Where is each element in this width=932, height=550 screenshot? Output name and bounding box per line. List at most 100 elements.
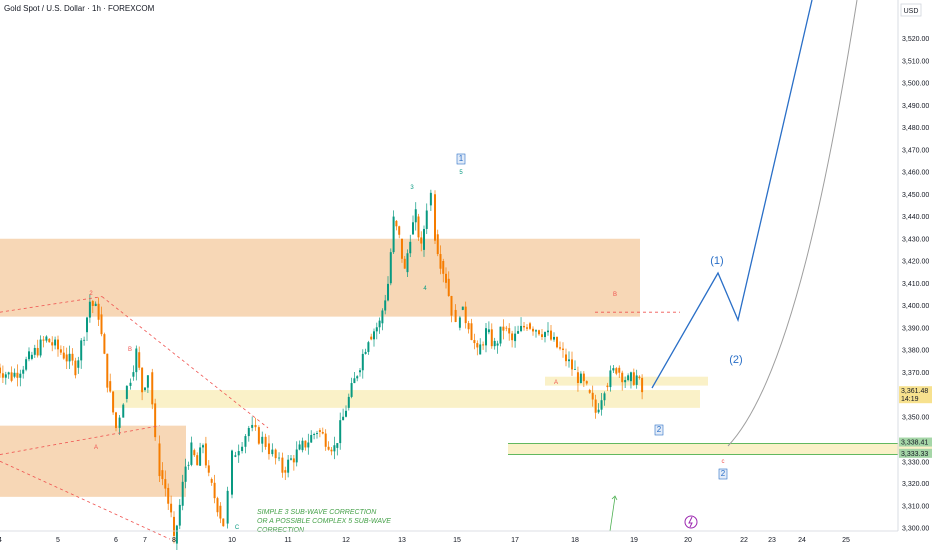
candle-body-216 [641, 377, 644, 393]
candle-body-32 [88, 301, 91, 318]
candle-body-106 [318, 430, 321, 432]
wave-label-4: (1) [710, 255, 723, 267]
candle-body-74 [216, 498, 219, 513]
candle-body-182 [541, 334, 543, 338]
candle-body-200 [594, 399, 597, 413]
candle-body-6 [13, 372, 16, 377]
candle-body-82 [244, 436, 247, 447]
candle-body-123 [367, 342, 370, 352]
wave-label-1: 3 [410, 185, 414, 191]
candle-body-26 [71, 353, 74, 361]
candle-body-8 [19, 373, 22, 378]
time-tick-20: 20 [684, 537, 692, 544]
candle-body-78 [231, 450, 233, 495]
wave-label-2: 4 [423, 286, 427, 292]
price-tick-3460: 3,460.00 [902, 170, 929, 177]
candle-body-100 [301, 440, 304, 451]
time-tick-5: 5 [56, 537, 60, 544]
candle-body-72 [210, 479, 213, 483]
zone-support-3 [545, 376, 708, 386]
candle-body-145 [429, 192, 432, 206]
wave-label-13: c [722, 459, 725, 465]
time-tick-19: 19 [630, 537, 638, 544]
candle-body-168 [499, 326, 502, 344]
candle-body-191 [568, 359, 570, 362]
candle-body-203 [603, 393, 606, 401]
candle-body-41 [115, 412, 117, 429]
candle-body-193 [574, 369, 576, 370]
candle-body-181 [538, 330, 540, 335]
wave-label-10: B [613, 292, 617, 298]
candle-body-146 [434, 194, 436, 241]
candle-body-2 [1, 373, 4, 378]
time-tick-12: 12 [342, 537, 350, 544]
candle-body-71 [207, 465, 210, 473]
price-tick-3450: 3,450.00 [902, 192, 929, 199]
candle-body-5 [10, 372, 13, 381]
candle-body-43 [122, 404, 125, 418]
wave-label-8: A [94, 445, 98, 451]
candle-body-110 [330, 449, 333, 452]
candle-body-99 [298, 444, 301, 450]
candle-body-192 [571, 359, 573, 370]
candle-body-81 [241, 446, 244, 452]
candle-body-51 [146, 375, 149, 388]
time-tick-18: 18 [571, 537, 579, 544]
candle-body-171 [508, 328, 511, 334]
candle-body-162 [482, 344, 485, 346]
time-tick-25: 25 [842, 537, 850, 544]
candle-body-98 [295, 449, 298, 463]
candle-body-140 [414, 209, 417, 223]
candle-body-164 [487, 329, 490, 333]
candle-body-116 [347, 396, 350, 408]
candle-body-103 [310, 434, 313, 443]
candle-body-27 [74, 360, 77, 376]
candle-body-53 [154, 403, 157, 438]
time-axis[interactable]: 4 5 6 7 8 10 11 12 13 15 17 18 19 20 22 23 24 25 [0, 530, 898, 544]
candle-body-18 [48, 338, 51, 343]
candle-body-30 [83, 339, 86, 341]
candle-body-142 [420, 237, 423, 244]
candle-body-129 [384, 300, 387, 311]
candle-body-124 [370, 336, 373, 340]
time-tick-24: 24 [798, 537, 806, 544]
candle-body-87 [261, 436, 264, 444]
overlay-layer: 1 3 4 5 (1) (2) 2 2 A B B A Cc 2 SIMPLE 3 SUB-WAVE COR… [0, 0, 858, 540]
candle-body-76 [222, 518, 225, 527]
candle-body-166 [493, 340, 496, 347]
candle-body-202 [600, 400, 603, 410]
candle-body-121 [361, 353, 364, 371]
candle-body-12 [30, 354, 33, 359]
wave-label-11: A [554, 380, 558, 386]
candle-body-114 [342, 416, 345, 421]
price-tick-3490: 3,490.00 [902, 103, 929, 110]
candle-body-25 [68, 353, 71, 362]
zone-support-4 [508, 443, 932, 455]
candle-body-159 [473, 340, 476, 344]
price-axis[interactable]: USD3,300.003,310.003,320.003,350.003,360… [897, 0, 929, 533]
price-tick-3320: 3,320.00 [902, 481, 929, 488]
candle-body-158 [470, 323, 473, 341]
candle-body-48 [138, 352, 141, 368]
wave-label-0: 1 [459, 154, 464, 163]
candle-body-194 [576, 372, 579, 383]
candle-body-33 [91, 301, 94, 306]
candle-body-143 [423, 228, 425, 250]
candle-body-177 [526, 327, 528, 329]
price-tick-3370: 3,370.00 [902, 370, 929, 377]
wave-label-6: 2 [657, 425, 662, 434]
candle-body-184 [547, 330, 549, 333]
candle-body-62 [181, 481, 184, 506]
current-price-tag-sub: 14:19 [901, 396, 919, 403]
zone-demand-1 [0, 425, 186, 497]
candle-body-39 [109, 381, 112, 392]
candle-body-179 [532, 328, 534, 332]
price-tick-3480: 3,480.00 [902, 125, 929, 132]
candle-body-169 [502, 326, 505, 331]
candle-body-151 [447, 278, 450, 296]
candle-body-101 [304, 440, 307, 448]
candle-body-187 [556, 336, 558, 348]
currency-box [900, 3, 922, 17]
candle-body-91 [274, 449, 277, 459]
